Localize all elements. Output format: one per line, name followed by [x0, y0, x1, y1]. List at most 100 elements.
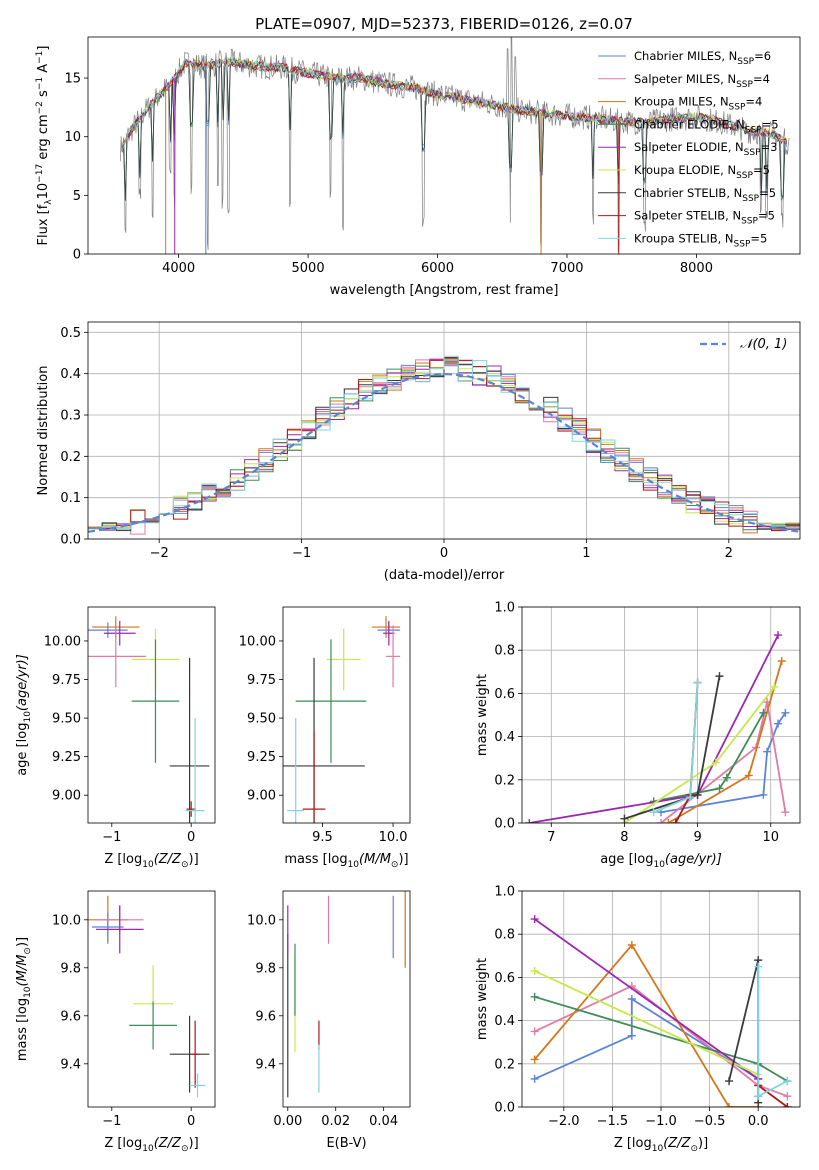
panel-spectrum: 4000 5000 6000 7000 8000 0 5 10 15 wavelength [An…: [35, 36, 801, 298]
y-axis-label-part: Flux [f: [36, 204, 51, 245]
x-tick-label: 0: [440, 546, 448, 561]
series-marker: [744, 771, 753, 780]
series-kroupa-stelib: [649, 678, 702, 817]
legend-entry-part: Chabrier STELIB, N: [634, 186, 742, 200]
x-tick-label: −2: [150, 546, 169, 561]
axes-frame: [87, 36, 801, 255]
legend-entry: Kroupa MILES, NSSP=4: [634, 95, 762, 113]
legend-entry-part: SSP: [729, 103, 746, 113]
y-tick-label: 5: [73, 189, 81, 204]
y-axis-label-part: s: [36, 90, 51, 101]
y-tick-label: 9.8: [60, 961, 81, 976]
point-chabrier-elodie: [129, 1001, 177, 1050]
y-axis-label: age [log10(age/yr)]: [15, 654, 33, 776]
y-axis-label-part: −2: [35, 101, 45, 114]
panel-residuals: −2 −1 0 1 2 0.0 0.1 0.2 0.3 0.4 0.5 𝒩(0, 1) (data-mo…: [36, 321, 801, 583]
series-marker: [777, 657, 786, 665]
y-tick-label: 9.4: [60, 1057, 81, 1072]
legend-entry-part: SSP: [745, 125, 762, 135]
x-axis-label-part: age [log: [600, 852, 653, 867]
x-tick-label: 5000: [292, 261, 325, 276]
x-tick-label: 0.00: [273, 1114, 302, 1129]
x-axis-label-part: ⊙: [181, 860, 189, 870]
series-chabrier-stelib: [620, 672, 724, 823]
point-salpeter-elodie: [95, 905, 144, 954]
x-tick-label: 7000: [550, 261, 583, 276]
y-axis-label-part: ]: [36, 46, 51, 51]
series-marker: [530, 992, 539, 1001]
model-spectrum-chabrier-stelib: [121, 59, 788, 201]
panel-mass-vs-EBV: 0.00 0.02 0.04 9.4 9.6 9.8 10.0 E(B-V): [247, 890, 411, 1151]
x-axis-label-part: )]: [189, 1136, 199, 1151]
x-tick-label: 0: [187, 830, 195, 845]
legend-entry-part: =5: [750, 231, 767, 245]
x-tick-label: 0.0: [748, 1114, 769, 1129]
legend-entry-part: Salpeter STELIB, N: [634, 209, 741, 223]
point-salpeter-stelib: [191, 1020, 200, 1088]
y-axis-label-part: 10: [23, 986, 33, 998]
x-tick-label: 0: [187, 1114, 195, 1129]
x-axis-label-part: 10: [142, 1144, 154, 1154]
point-chabrier-miles: [88, 622, 128, 638]
y-axis-label-part: −1: [35, 77, 45, 90]
legend-entry-part: Chabrier ELODIE, N: [634, 117, 745, 131]
y-tick-label: 0.2: [494, 1057, 515, 1072]
plot-area: [287, 891, 406, 1098]
series-marker: [774, 631, 783, 640]
y-tick-label: 10.0: [247, 913, 276, 928]
series-marker: [627, 941, 636, 949]
series-line: [534, 918, 759, 1080]
axes-frame: [282, 890, 411, 1108]
x-axis-label-part: (age/yr)]: [665, 852, 722, 867]
y-tick-label: 0.4: [494, 1014, 515, 1029]
series-marker: [715, 672, 724, 681]
legend-entry-part: SSP: [736, 80, 753, 90]
legend-entry-part: SSP: [736, 171, 753, 181]
y-tick-label: 10: [64, 130, 81, 145]
y-axis-label-part: −1: [35, 51, 45, 64]
x-tick-label: 10.0: [379, 830, 408, 845]
x-axis-label-part: E(B-V): [326, 1136, 366, 1151]
series-marker: [657, 819, 665, 823]
x-axis-label-part: (M/M: [359, 852, 391, 867]
y-tick-label: 9.4: [255, 1057, 276, 1072]
x-axis-label-part: 10: [348, 860, 360, 870]
x-axis-label: Z [log10(Z/Z⊙)]: [104, 1136, 198, 1154]
point-kroupa-stelib: [287, 718, 305, 823]
legend-entry-part: SSP: [734, 239, 751, 249]
x-axis-label-part: )]: [398, 852, 408, 867]
series-line: [757, 1084, 788, 1107]
legend-entry-part: =6: [754, 49, 771, 63]
y-tick-label: 9.75: [52, 673, 81, 688]
x-axis-label-part: ⊙: [690, 1144, 698, 1154]
y-axis-label-part: A: [36, 64, 51, 77]
series-marker: [722, 773, 731, 782]
y-tick-label: 9.50: [247, 712, 276, 727]
legend-entry-part: =4: [753, 72, 770, 86]
legend-entry: Salpeter ELODIE, NSSP=3: [634, 140, 777, 158]
legend-entry-part: =4: [745, 95, 762, 109]
y-axis-label: Flux [fλ10−17 erg cm−2 s−1 A−1]: [35, 46, 54, 246]
y-tick-label: 0.4: [60, 367, 81, 382]
legend-entry-part: SSP: [741, 217, 758, 227]
series-marker: [530, 1055, 539, 1064]
point-chabrier-stelib: [169, 1015, 210, 1093]
y-tick-label: 1.0: [494, 885, 515, 900]
series-salpeter-miles: [657, 698, 790, 823]
x-axis-label: (data-model)/error: [384, 568, 505, 583]
series-marker: [693, 790, 702, 799]
x-tick-label: −2.0: [548, 1114, 580, 1129]
x-tick-label: −0.5: [694, 1114, 726, 1129]
y-tick-label: 0.0: [60, 533, 81, 548]
point-chabrier-stelib: [169, 657, 210, 823]
x-axis-label: Z [log10(Z/Z⊙)]: [104, 852, 198, 870]
series-marker: [759, 708, 768, 717]
y-axis-label: mass [log10(M/M⊙)]: [15, 937, 33, 1061]
y-axis-label-part: erg cm: [36, 114, 51, 163]
series-marker: [725, 1103, 734, 1107]
series-marker: [770, 682, 779, 691]
y-tick-label: 9.6: [60, 1009, 81, 1024]
x-axis-label: Z [log10(Z/Z⊙)]: [614, 1136, 708, 1154]
